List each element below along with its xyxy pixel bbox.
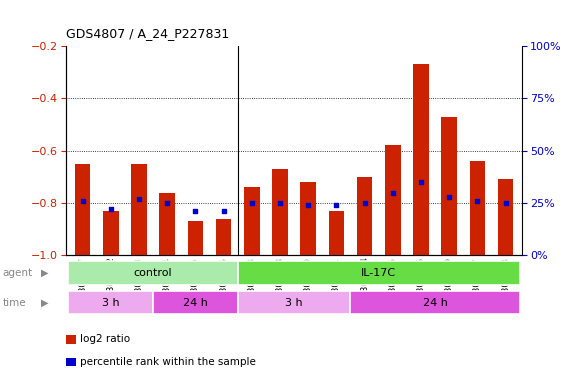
Text: 3 h: 3 h — [286, 298, 303, 308]
Point — [304, 202, 313, 208]
Bar — [413, 65, 429, 255]
Bar — [131, 164, 147, 255]
Point — [332, 202, 341, 208]
Bar — [385, 146, 400, 255]
Bar — [351, 291, 520, 314]
Text: time: time — [3, 298, 26, 308]
Text: ▶: ▶ — [41, 268, 49, 278]
Bar — [357, 177, 372, 255]
Text: GDS4807 / A_24_P227831: GDS4807 / A_24_P227831 — [66, 27, 229, 40]
Point — [445, 194, 454, 200]
Point — [416, 179, 425, 185]
Bar — [498, 179, 513, 255]
Text: IL-17C: IL-17C — [361, 268, 396, 278]
Point — [501, 200, 510, 206]
Bar — [159, 192, 175, 255]
Bar — [328, 211, 344, 255]
Text: control: control — [134, 268, 172, 278]
Bar — [244, 187, 260, 255]
Bar — [441, 117, 457, 255]
Bar — [469, 161, 485, 255]
Point — [219, 209, 228, 215]
Bar — [69, 291, 153, 314]
Point — [473, 198, 482, 204]
Text: agent: agent — [3, 268, 33, 278]
Point — [191, 209, 200, 215]
Point — [163, 200, 172, 206]
Text: log2 ratio: log2 ratio — [80, 334, 130, 344]
Text: ▶: ▶ — [41, 298, 49, 308]
Bar — [69, 261, 238, 285]
Point — [275, 200, 284, 206]
Text: percentile rank within the sample: percentile rank within the sample — [80, 357, 256, 367]
Point — [106, 206, 115, 212]
Bar — [216, 219, 231, 255]
Bar — [238, 261, 520, 285]
Point — [388, 189, 397, 195]
Point — [134, 196, 143, 202]
Bar — [188, 221, 203, 255]
Text: 24 h: 24 h — [423, 298, 448, 308]
Point — [78, 198, 87, 204]
Text: 3 h: 3 h — [102, 298, 119, 308]
Bar — [272, 169, 288, 255]
Text: 24 h: 24 h — [183, 298, 208, 308]
Bar — [103, 211, 119, 255]
Bar — [300, 182, 316, 255]
Bar — [153, 291, 238, 314]
Bar — [238, 291, 351, 314]
Point — [247, 200, 256, 206]
Bar — [75, 164, 90, 255]
Point — [360, 200, 369, 206]
